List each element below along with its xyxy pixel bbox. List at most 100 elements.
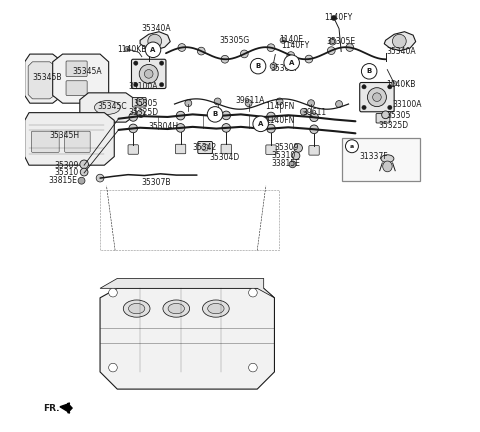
Text: 35345A: 35345A [72, 67, 102, 76]
FancyBboxPatch shape [266, 145, 276, 154]
Circle shape [240, 50, 248, 58]
Text: 1140FY: 1140FY [324, 13, 352, 22]
Circle shape [361, 64, 377, 79]
Circle shape [382, 111, 389, 119]
FancyBboxPatch shape [198, 142, 213, 153]
Circle shape [270, 63, 277, 70]
Circle shape [253, 116, 268, 132]
FancyBboxPatch shape [65, 131, 90, 152]
Text: 1140FN: 1140FN [265, 116, 294, 125]
Circle shape [80, 168, 88, 176]
Circle shape [372, 93, 381, 102]
Circle shape [137, 110, 145, 118]
Text: 35310: 35310 [54, 168, 78, 177]
Text: B: B [367, 68, 372, 74]
Text: 33100A: 33100A [128, 83, 157, 91]
Text: B: B [212, 111, 217, 118]
Text: 1140FY: 1140FY [281, 41, 310, 50]
Text: 35340A: 35340A [386, 47, 416, 56]
Circle shape [388, 105, 392, 110]
FancyBboxPatch shape [128, 145, 138, 154]
Circle shape [267, 112, 276, 121]
Text: 35307B: 35307B [142, 178, 171, 187]
Circle shape [197, 47, 205, 55]
Circle shape [214, 98, 221, 105]
Ellipse shape [168, 303, 184, 314]
Circle shape [392, 81, 397, 86]
Text: 33815E: 33815E [271, 159, 300, 168]
FancyBboxPatch shape [376, 114, 390, 123]
Polygon shape [24, 54, 62, 103]
Text: FR.: FR. [43, 403, 60, 413]
Polygon shape [60, 403, 72, 413]
Circle shape [78, 177, 85, 184]
Circle shape [280, 37, 286, 43]
Circle shape [292, 152, 300, 159]
Text: 35305: 35305 [386, 111, 411, 120]
Circle shape [327, 47, 335, 54]
Text: 1140KB: 1140KB [117, 45, 147, 54]
Circle shape [176, 111, 185, 120]
Ellipse shape [383, 161, 392, 172]
Circle shape [276, 98, 283, 105]
Text: 35325D: 35325D [128, 108, 158, 117]
Polygon shape [140, 32, 170, 50]
Circle shape [136, 98, 144, 105]
Circle shape [346, 44, 354, 51]
Text: 31337F: 31337F [360, 152, 388, 161]
Text: a: a [350, 144, 354, 149]
Polygon shape [100, 288, 275, 389]
Text: 35345H: 35345H [49, 131, 80, 140]
Circle shape [185, 100, 192, 107]
Ellipse shape [123, 300, 150, 317]
Circle shape [393, 34, 406, 48]
Text: 35342: 35342 [192, 143, 217, 152]
Ellipse shape [95, 101, 120, 114]
Text: 39611: 39611 [302, 108, 326, 117]
FancyBboxPatch shape [343, 139, 420, 181]
Circle shape [145, 42, 161, 57]
Circle shape [287, 52, 295, 60]
Text: 35305E: 35305E [326, 37, 355, 46]
Circle shape [144, 70, 153, 78]
Circle shape [388, 85, 392, 89]
Text: A: A [150, 47, 156, 53]
FancyBboxPatch shape [221, 144, 231, 154]
Circle shape [284, 55, 300, 70]
Circle shape [96, 174, 104, 182]
Text: 35309: 35309 [275, 143, 299, 152]
Circle shape [362, 105, 366, 110]
Circle shape [331, 15, 336, 20]
FancyBboxPatch shape [66, 81, 87, 95]
Text: A: A [289, 60, 294, 66]
Circle shape [178, 44, 186, 51]
FancyBboxPatch shape [360, 83, 394, 112]
Text: 35305G: 35305G [219, 36, 250, 45]
Circle shape [310, 125, 318, 133]
Circle shape [133, 61, 138, 65]
Text: 35305: 35305 [133, 98, 157, 108]
Polygon shape [24, 113, 114, 165]
Circle shape [300, 108, 307, 115]
Circle shape [249, 363, 257, 372]
FancyBboxPatch shape [132, 98, 146, 107]
Circle shape [125, 46, 130, 51]
Text: 33100A: 33100A [393, 99, 422, 108]
Polygon shape [80, 93, 136, 122]
Circle shape [251, 58, 266, 74]
Ellipse shape [203, 300, 229, 317]
Circle shape [159, 83, 164, 87]
FancyBboxPatch shape [309, 146, 319, 155]
Circle shape [222, 111, 230, 120]
Polygon shape [384, 32, 416, 51]
Circle shape [129, 124, 137, 133]
Text: 35325D: 35325D [379, 121, 409, 130]
Circle shape [202, 144, 209, 151]
Polygon shape [28, 62, 56, 99]
Circle shape [80, 160, 88, 168]
Circle shape [108, 288, 117, 297]
Circle shape [222, 124, 230, 132]
Text: 35310: 35310 [271, 151, 295, 160]
Text: 1140KB: 1140KB [386, 80, 416, 89]
Circle shape [245, 100, 252, 107]
